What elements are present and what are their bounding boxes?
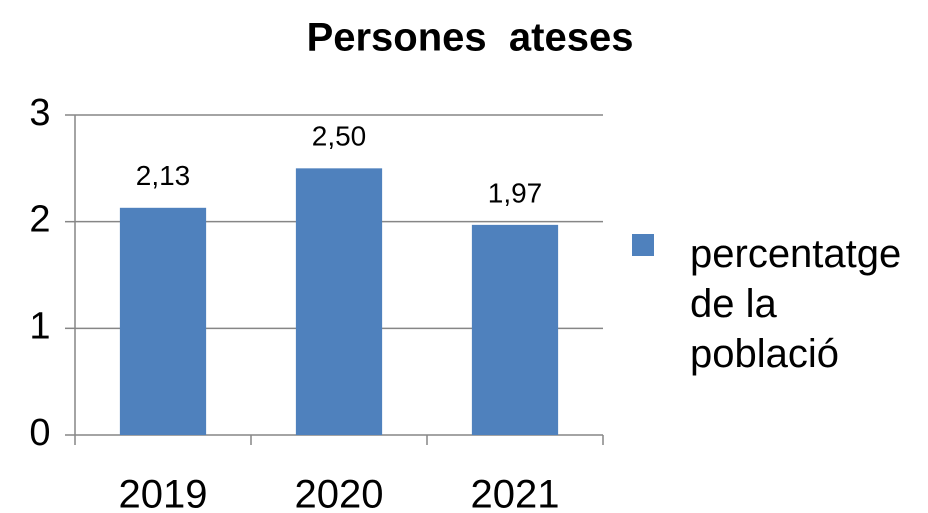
x-tick-label: 2021 <box>471 473 560 513</box>
y-tick-label: 2 <box>29 199 50 241</box>
y-tick-label: 1 <box>29 305 50 347</box>
data-label: 1,97 <box>488 177 543 208</box>
bar <box>295 168 383 436</box>
chart-title: Persones ateses <box>307 16 634 60</box>
bar <box>471 224 559 435</box>
data-label: 2,13 <box>136 160 191 191</box>
legend-swatch <box>632 234 654 256</box>
data-label: 2,50 <box>312 121 367 152</box>
y-tick-label: 0 <box>29 412 50 454</box>
bar <box>119 207 207 435</box>
y-tick-label: 3 <box>29 92 50 134</box>
x-tick-label: 2020 <box>295 473 384 513</box>
x-tick-label: 2019 <box>119 473 208 513</box>
legend-label: percentatge de la població <box>690 232 902 376</box>
